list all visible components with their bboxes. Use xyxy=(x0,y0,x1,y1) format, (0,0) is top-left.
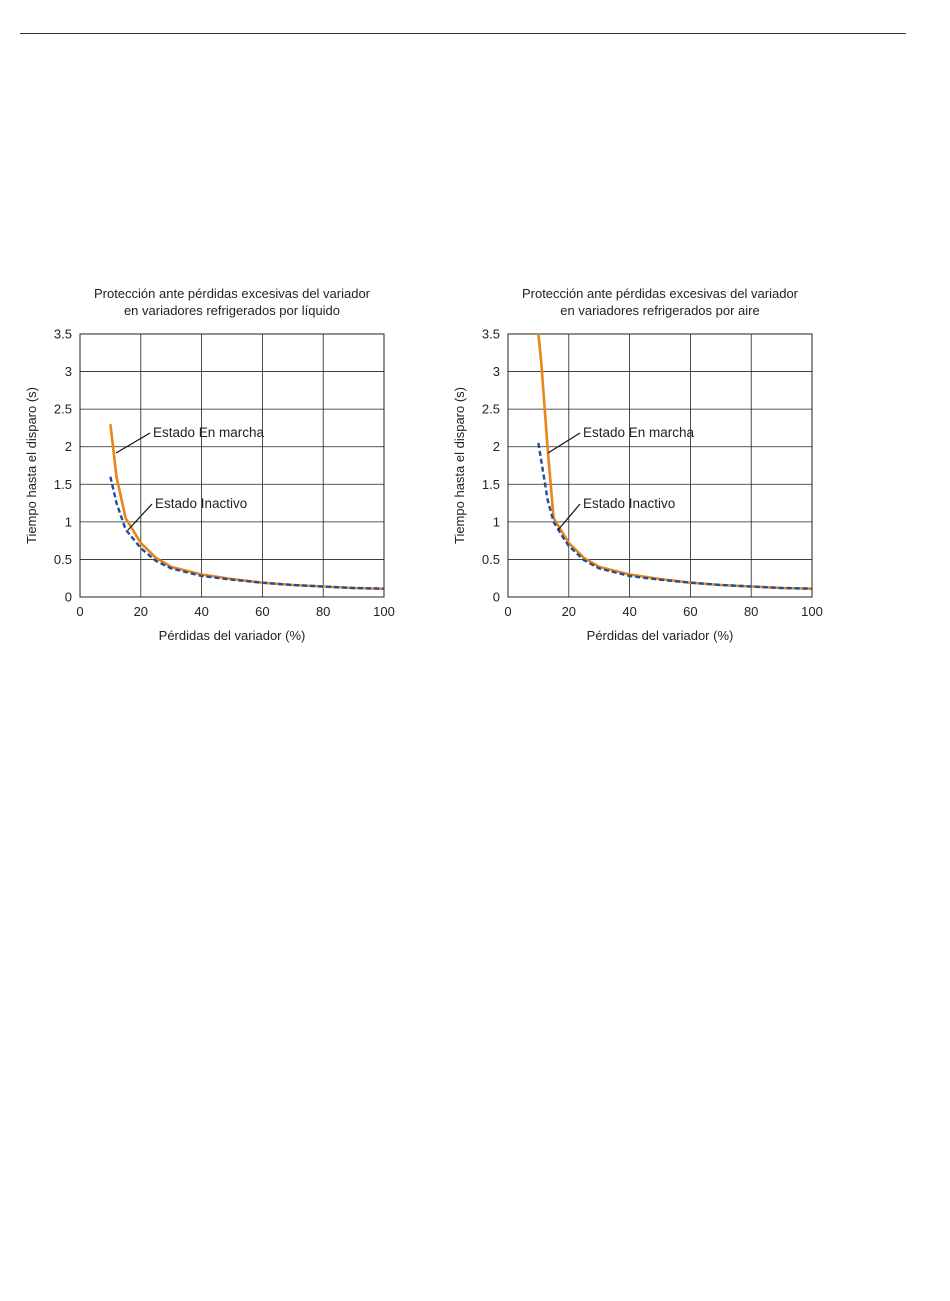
chart-svg: Protección ante pérdidas excesivas del v… xyxy=(24,286,395,643)
y-tick-label: 2 xyxy=(493,439,500,454)
y-tick-label: 0.5 xyxy=(54,552,72,567)
chart-svg: Protección ante pérdidas excesivas del v… xyxy=(452,286,823,643)
x-tick-label: 80 xyxy=(316,604,330,619)
x-tick-label: 60 xyxy=(683,604,697,619)
y-tick-label: 0 xyxy=(493,590,500,605)
annotation-leader-line xyxy=(127,503,153,531)
y-tick-label: 2.5 xyxy=(482,402,500,417)
y-tick-label: 1 xyxy=(493,514,500,529)
annotation-leader-line xyxy=(557,503,581,531)
chart-air-cooled: Protección ante pérdidas excesivas del v… xyxy=(448,280,868,660)
series-line-inactivo xyxy=(537,442,813,590)
series-line-en-marcha xyxy=(109,424,385,590)
y-tick-label: 3.5 xyxy=(54,327,72,342)
x-axis-label: Pérdidas del variador (%) xyxy=(159,628,306,643)
y-tick-label: 2.5 xyxy=(54,402,72,417)
x-tick-label: 40 xyxy=(194,604,208,619)
y-tick-label: 0.5 xyxy=(482,552,500,567)
y-tick-label: 3.5 xyxy=(482,327,500,342)
x-tick-label: 20 xyxy=(562,604,576,619)
x-tick-label: 40 xyxy=(622,604,636,619)
annotation-leader-line xyxy=(115,432,151,454)
annotation-label: Estado Inactivo xyxy=(155,496,247,511)
chart-title-line: Protección ante pérdidas excesivas del v… xyxy=(522,286,799,301)
y-axis-label: Tiempo hasta el disparo (s) xyxy=(452,387,467,544)
y-tick-label: 3 xyxy=(493,364,500,379)
annotation-label: Estado En marcha xyxy=(153,425,265,440)
annotation-label: Estado Inactivo xyxy=(583,496,675,511)
y-tick-label: 3 xyxy=(65,364,72,379)
page-top-rule xyxy=(20,33,906,34)
x-tick-label: 80 xyxy=(744,604,758,619)
y-tick-label: 2 xyxy=(65,439,72,454)
x-axis-label: Pérdidas del variador (%) xyxy=(587,628,734,643)
y-tick-label: 1 xyxy=(65,514,72,529)
plot-frame xyxy=(79,333,385,598)
chart-title-line: en variadores refrigerados por líquido xyxy=(124,303,340,318)
y-axis-label: Tiempo hasta el disparo (s) xyxy=(24,387,39,544)
chart-title-line: Protección ante pérdidas excesivas del v… xyxy=(94,286,371,301)
x-tick-label: 0 xyxy=(76,604,83,619)
x-tick-label: 0 xyxy=(504,604,511,619)
y-tick-label: 1.5 xyxy=(54,477,72,492)
x-tick-label: 100 xyxy=(373,604,395,619)
x-tick-label: 100 xyxy=(801,604,823,619)
plot-frame xyxy=(507,333,813,598)
x-tick-label: 60 xyxy=(255,604,269,619)
chart-liquid-cooled: Protección ante pérdidas excesivas del v… xyxy=(20,280,440,660)
chart-title-line: en variadores refrigerados por aire xyxy=(560,303,759,318)
annotation-label: Estado En marcha xyxy=(583,425,695,440)
y-tick-label: 0 xyxy=(65,590,72,605)
x-tick-label: 20 xyxy=(134,604,148,619)
series-line-en-marcha xyxy=(537,333,813,590)
y-tick-label: 1.5 xyxy=(482,477,500,492)
annotation-leader-line xyxy=(547,432,581,454)
series-line-inactivo xyxy=(109,476,385,590)
